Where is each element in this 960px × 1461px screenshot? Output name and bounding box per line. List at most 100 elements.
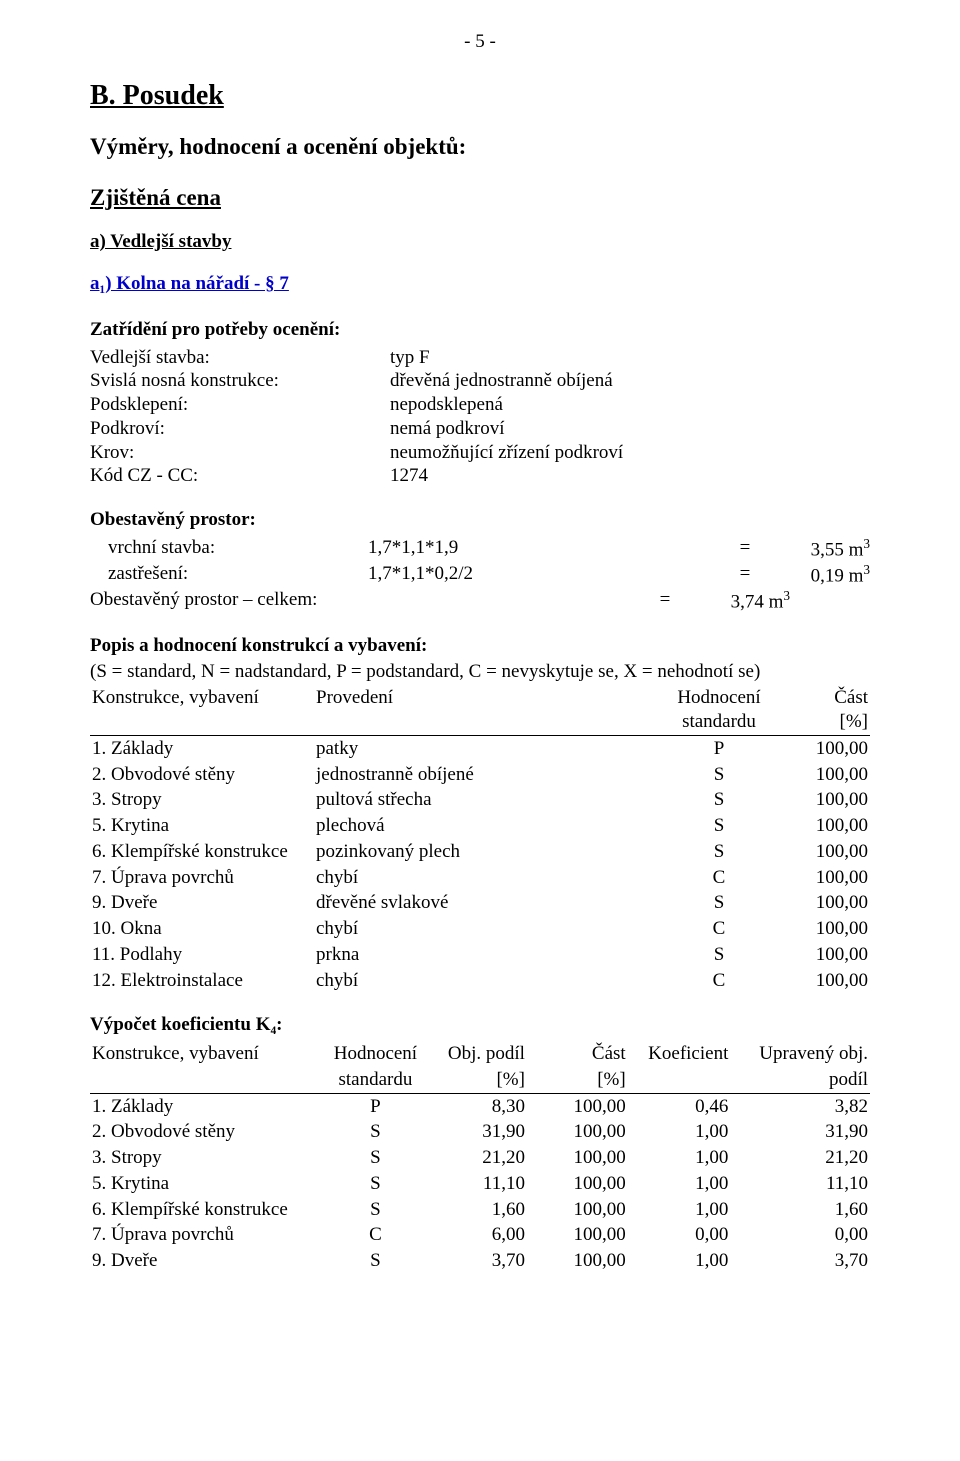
cell-koef: 0,46 bbox=[628, 1093, 731, 1119]
cell-upraveny: 3,82 bbox=[730, 1093, 870, 1119]
total-label: Obestavěný prostor – celkem: bbox=[90, 588, 650, 614]
cell-upraveny: 11,10 bbox=[730, 1171, 870, 1197]
table-row: 11. PodlahyprknaS100,00 bbox=[90, 942, 870, 968]
table-row: 12. ElektroinstalacechybíC100,00 bbox=[90, 968, 870, 994]
table-row: 7. Úprava povrchůC6,00100,000,000,00 bbox=[90, 1222, 870, 1248]
cell-prov: chybí bbox=[314, 916, 662, 942]
cell-koef: 1,00 bbox=[628, 1197, 731, 1223]
tB-h6b: podíl bbox=[730, 1067, 870, 1093]
cell-koef: 1,00 bbox=[628, 1145, 731, 1171]
cell-name: 5. Krytina bbox=[90, 813, 314, 839]
zatrideni-heading: Zatřídění pro potřeby ocenění: bbox=[90, 318, 870, 342]
tB-h2a: Hodnocení bbox=[324, 1041, 427, 1067]
cell-part: 100,00 bbox=[776, 762, 870, 788]
cell-hodnoceni: S bbox=[662, 813, 776, 839]
kv-key: Svislá nosná konstrukce: bbox=[90, 369, 390, 393]
cell-hodnoceni: P bbox=[662, 735, 776, 761]
cell-koef: 1,00 bbox=[628, 1248, 731, 1274]
cell-part: 100,00 bbox=[776, 813, 870, 839]
cell-hodnoceni: C bbox=[662, 916, 776, 942]
page-number: - 5 - bbox=[90, 30, 870, 54]
cell-upraveny: 21,20 bbox=[730, 1145, 870, 1171]
table-b: Konstrukce, vybavení Hodnocení Obj. podí… bbox=[90, 1041, 870, 1274]
kv-val: 1274 bbox=[390, 464, 870, 488]
calc-expr: 1,7*1,1*0,2/2 bbox=[368, 562, 730, 588]
a1-link[interactable]: a₁) Kolna na nářadí - § 7 bbox=[90, 273, 289, 294]
tA-h3: Hodnocenístandardu bbox=[662, 685, 776, 735]
cell-prov: pultová střecha bbox=[314, 787, 662, 813]
cell-cast: 100,00 bbox=[527, 1248, 628, 1274]
cell-part: 100,00 bbox=[776, 839, 870, 865]
cell-name: 6. Klempířské konstrukce bbox=[90, 1197, 324, 1223]
cell-prov: prkna bbox=[314, 942, 662, 968]
cell-name: 12. Elektroinstalace bbox=[90, 968, 314, 994]
legend-note: (S = standard, N = nadstandard, P = pods… bbox=[90, 660, 870, 684]
kv-key: Podkroví: bbox=[90, 417, 390, 441]
cell-name: 9. Dveře bbox=[90, 1248, 324, 1274]
kv-block: Vedlejší stavba:typ FSvislá nosná konstr… bbox=[90, 346, 870, 489]
cell-hodnoceni: S bbox=[324, 1171, 427, 1197]
table-row: 10. OknachybíC100,00 bbox=[90, 916, 870, 942]
cell-hodnoceni: S bbox=[662, 942, 776, 968]
document-page: - 5 - B. Posudek Výměry, hodnocení a oce… bbox=[0, 0, 960, 1314]
tB-h4a: Část bbox=[527, 1041, 628, 1067]
k4-heading: Výpočet koeficientu K₄: bbox=[90, 1013, 870, 1037]
calc-row: zastřešení:1,7*1,1*0,2/2=0,19 m3 bbox=[90, 562, 870, 588]
total-row: Obestavěný prostor – celkem: = 3,74 m3 bbox=[90, 588, 870, 614]
calc-label: vrchní stavba: bbox=[90, 536, 368, 562]
cell-upraveny: 1,60 bbox=[730, 1197, 870, 1223]
total-eq: = bbox=[650, 588, 680, 614]
cell-objpodil: 31,90 bbox=[427, 1119, 527, 1145]
kv-row: Svislá nosná konstrukce:dřevěná jednostr… bbox=[90, 369, 870, 393]
tA-h4: Část[%] bbox=[776, 685, 870, 735]
cell-prov: chybí bbox=[314, 968, 662, 994]
cell-hodnoceni: S bbox=[662, 762, 776, 788]
kv-key: Kód CZ - CC: bbox=[90, 464, 390, 488]
calc-row: vrchní stavba:1,7*1,1*1,9=3,55 m3 bbox=[90, 536, 870, 562]
table-row: 2. Obvodové stěnyS31,90100,001,0031,90 bbox=[90, 1119, 870, 1145]
cell-name: 1. Základy bbox=[90, 1093, 324, 1119]
cell-koef: 0,00 bbox=[628, 1222, 731, 1248]
cell-name: 11. Podlahy bbox=[90, 942, 314, 968]
cell-objpodil: 21,20 bbox=[427, 1145, 527, 1171]
cell-upraveny: 3,70 bbox=[730, 1248, 870, 1274]
cell-objpodil: 8,30 bbox=[427, 1093, 527, 1119]
table-row: 5. KrytinaS11,10100,001,0011,10 bbox=[90, 1171, 870, 1197]
cell-objpodil: 11,10 bbox=[427, 1171, 527, 1197]
table-b-body: 1. ZákladyP8,30100,000,463,82 2. Obvodov… bbox=[90, 1093, 870, 1274]
section-subtitle: Výměry, hodnocení a ocenění objektů: bbox=[90, 133, 870, 162]
cell-part: 100,00 bbox=[776, 968, 870, 994]
cell-name: 5. Krytina bbox=[90, 1171, 324, 1197]
cell-cast: 100,00 bbox=[527, 1119, 628, 1145]
cell-name: 7. Úprava povrchů bbox=[90, 865, 314, 891]
cell-upraveny: 31,90 bbox=[730, 1119, 870, 1145]
calc-label: zastřešení: bbox=[90, 562, 368, 588]
cell-part: 100,00 bbox=[776, 942, 870, 968]
table-row: 6. Klempířské konstrukcepozinkovaný plec… bbox=[90, 839, 870, 865]
kv-val: dřevěná jednostranně obíjená bbox=[390, 369, 870, 393]
cell-koef: 1,00 bbox=[628, 1171, 731, 1197]
table-row: 6. Klempířské konstrukceS1,60100,001,001… bbox=[90, 1197, 870, 1223]
sub-a-heading: a) Vedlejší stavby bbox=[90, 230, 870, 254]
table-b-head: Konstrukce, vybavení Hodnocení Obj. podí… bbox=[90, 1041, 870, 1093]
kv-key: Krov: bbox=[90, 441, 390, 465]
cell-hodnoceni: S bbox=[662, 787, 776, 813]
tB-h2b: standardu bbox=[324, 1067, 427, 1093]
tA-h1: Konstrukce, vybavení bbox=[90, 685, 314, 735]
tB-h6a: Upravený obj. bbox=[730, 1041, 870, 1067]
kv-row: Podkroví:nemá podkroví bbox=[90, 417, 870, 441]
table-row: 1. ZákladypatkyP100,00 bbox=[90, 735, 870, 761]
tB-h4b: [%] bbox=[527, 1067, 628, 1093]
kv-val: nepodsklepená bbox=[390, 393, 870, 417]
cell-name: 3. Stropy bbox=[90, 787, 314, 813]
cell-prov: plechová bbox=[314, 813, 662, 839]
cell-hodnoceni: C bbox=[324, 1222, 427, 1248]
cell-part: 100,00 bbox=[776, 735, 870, 761]
tA-h2: Provedení bbox=[314, 685, 662, 735]
cell-objpodil: 3,70 bbox=[427, 1248, 527, 1274]
link-row: a₁) Kolna na nářadí - § 7 bbox=[90, 272, 870, 296]
cell-cast: 100,00 bbox=[527, 1093, 628, 1119]
table-row: 2. Obvodové stěnyjednostranně obíjenéS10… bbox=[90, 762, 870, 788]
calc-res: 0,19 m3 bbox=[760, 562, 870, 588]
calc-eq: = bbox=[730, 562, 760, 588]
